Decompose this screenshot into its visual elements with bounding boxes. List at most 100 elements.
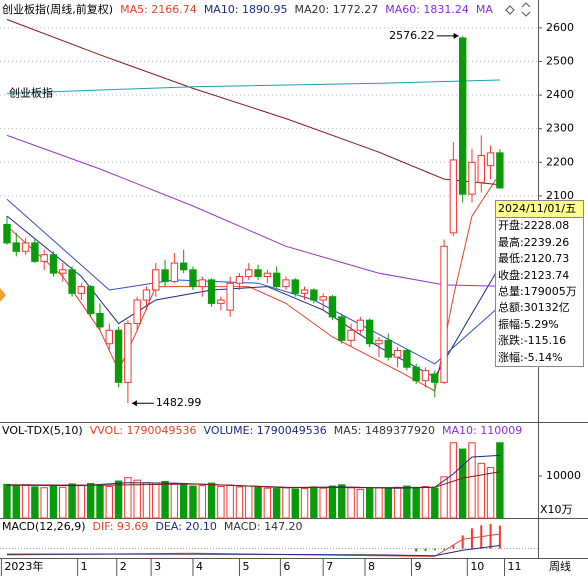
x-tick-label: 4 — [196, 560, 203, 573]
x-tick-label: 9 — [415, 560, 422, 573]
candle-body — [365, 319, 374, 345]
candle-body — [393, 349, 402, 358]
candle-body — [40, 254, 48, 262]
annotation: 2576.22 — [389, 29, 435, 42]
info-row: 最高:2239.26 — [498, 235, 570, 249]
macd-header: MACD(12,26,9) DIF: 93.69 DEA: 20.10 MACD: 1… — [2, 520, 522, 534]
header-value: DEA: 20.10 — [155, 520, 217, 533]
volume-bar — [421, 485, 430, 519]
volume-bar — [189, 485, 197, 519]
candle-body — [412, 366, 420, 382]
x-tick-label: 11 — [508, 560, 522, 573]
candle-body — [282, 279, 290, 288]
volume-bar — [59, 486, 67, 519]
volume-bar — [347, 487, 355, 519]
candle-body — [68, 269, 76, 294]
candle-body — [431, 373, 439, 383]
candle-body — [356, 319, 365, 331]
info-row: 涨幅:-5.14% — [498, 350, 563, 364]
x-tick-label: 2023年 — [4, 559, 43, 573]
volume-bar — [319, 487, 327, 519]
volume-bar — [486, 467, 495, 519]
info-box: 2024/11/01/五 开盘:2228.08 最高:2239.26 最低:2120.… — [495, 200, 584, 368]
candle-body — [235, 276, 244, 284]
unit-label: X10万 — [540, 503, 573, 516]
volume-bar — [477, 462, 485, 519]
info-row: 总额:30132亿 — [498, 301, 570, 315]
candle-body — [319, 296, 327, 301]
x-tick-label: 5 — [242, 560, 249, 573]
x-tick-label: 8 — [368, 560, 375, 573]
candle-body — [226, 282, 234, 311]
line-label: 创业板指 — [9, 85, 53, 99]
volume-bar — [179, 484, 188, 519]
candle-body — [105, 329, 113, 345]
volume-bar — [356, 488, 365, 519]
header-value: MA — [475, 3, 493, 16]
header-value: MA10: 1890.95 — [203, 3, 288, 16]
candle-body — [458, 37, 467, 195]
ma-line — [6, 533, 500, 557]
volume-bar — [403, 485, 411, 519]
candle-body — [3, 223, 11, 244]
candle-body — [124, 323, 132, 383]
side-tab-icon[interactable] — [0, 288, 6, 302]
candle-body — [421, 370, 430, 382]
volume-bar — [431, 487, 439, 519]
candle-body — [254, 269, 262, 278]
candle-body — [217, 299, 225, 304]
ma-line — [6, 198, 501, 365]
ma-line — [6, 79, 500, 94]
candle-body — [300, 289, 309, 294]
settings-icon[interactable] — [505, 5, 515, 15]
volume-header: VOL-TDX(5,10) VVOL: 1790049536 VOLUME: 179… — [2, 424, 522, 438]
candle-body — [403, 349, 411, 368]
x-tick-label: 6 — [283, 560, 290, 573]
candle-body — [347, 329, 355, 341]
candle-body — [21, 242, 30, 252]
volume-bar — [142, 482, 151, 519]
candle-body — [338, 316, 346, 341]
candle-body — [179, 262, 188, 271]
candle-body — [291, 279, 299, 294]
volume-bar — [365, 488, 374, 519]
info-row: 总量:179005万 — [498, 285, 577, 299]
candle-body — [328, 296, 337, 318]
y-tick-label: 2600 — [546, 21, 574, 34]
volume-bar — [226, 484, 234, 519]
candle-body — [31, 242, 39, 262]
volume-bar — [338, 484, 346, 519]
volume-bar — [21, 484, 30, 519]
volume-bar — [40, 487, 48, 519]
volume-bar — [198, 485, 206, 519]
volume-bar — [458, 448, 467, 519]
volume-bar — [152, 482, 160, 519]
volume-bar — [12, 485, 20, 519]
volume-bar — [3, 483, 11, 519]
volume-bar — [86, 483, 95, 519]
candle-body — [477, 155, 485, 183]
volume-bar — [96, 485, 104, 519]
chart-title: VOL-TDX(5,10) — [2, 424, 83, 437]
volume-bar — [207, 482, 216, 519]
period-label: 周线 — [549, 559, 571, 573]
y-tick-label: 2400 — [546, 88, 574, 101]
y-tick-label: 2500 — [546, 54, 574, 67]
candle-body — [133, 299, 141, 325]
header-value: MA60: 1831.24 — [385, 3, 469, 16]
ma-line — [6, 19, 500, 186]
volume-bar — [384, 488, 392, 519]
info-row: 涨跌:-115.16 — [498, 334, 567, 348]
volume-bar — [282, 487, 290, 519]
scroll-icon[interactable] — [521, 2, 531, 17]
volume-bar — [217, 485, 225, 519]
candle-body — [96, 312, 104, 328]
x-tick-label: 10 — [470, 560, 484, 573]
candle-body — [207, 279, 216, 304]
candle-body — [440, 245, 448, 383]
annotation-arrowhead — [453, 32, 459, 39]
x-tick-label: 3 — [154, 560, 161, 573]
volume-bar — [328, 485, 337, 519]
candle-body — [375, 339, 383, 345]
header-value: MA5: 2166.74 — [120, 3, 197, 16]
